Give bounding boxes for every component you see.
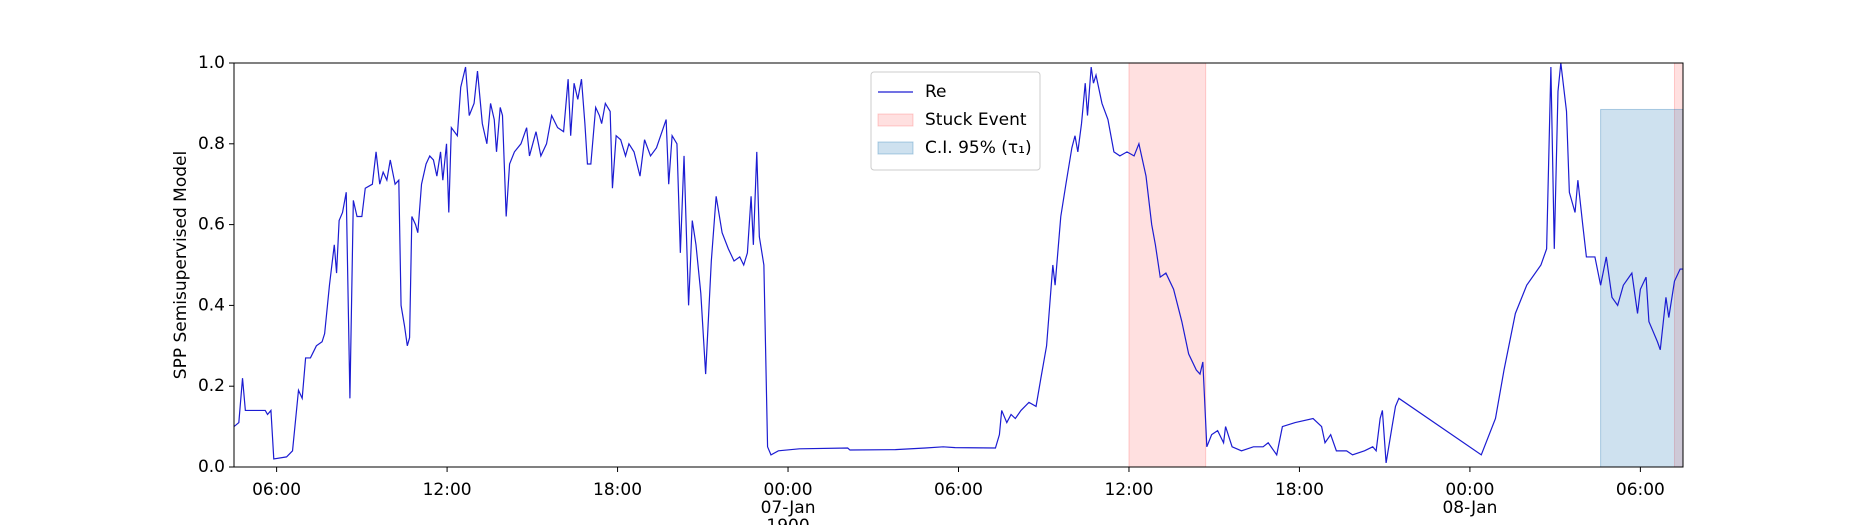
y-tick-label: 0.0 xyxy=(198,457,225,477)
legend-box xyxy=(870,71,1041,171)
x-tick-label: 06:00 xyxy=(934,480,983,500)
x-tick-label: 12:00 xyxy=(1104,480,1153,500)
x-tick-label: 18:00 xyxy=(1275,480,1324,500)
y-tick-label: 0.8 xyxy=(198,134,225,154)
y-axis-label: SPP Semisupervised Model xyxy=(171,151,191,379)
x-tick-label: 00:00 xyxy=(1445,480,1494,500)
x-tick-label: 06:00 xyxy=(1616,480,1665,500)
y-tick-label: 0.4 xyxy=(198,295,225,315)
legend: Re Stuck Event C.I. 95% (τ₁) xyxy=(870,71,1041,171)
y-tick-label: 0.6 xyxy=(198,215,225,235)
x-tick-label: 06:00 xyxy=(252,480,301,500)
y-tick-label: 1.0 xyxy=(198,53,225,73)
legend-label: C.I. 95% (τ₁) xyxy=(925,138,1032,158)
x-tick-label: 00:00 xyxy=(764,480,813,500)
x-tick-label: 08-Jan xyxy=(1442,498,1497,518)
legend-patch xyxy=(877,113,914,127)
shaded-region xyxy=(1128,62,1207,468)
x-tick-label: 18:00 xyxy=(593,480,642,500)
x-tick-label: 1900 xyxy=(766,516,809,525)
x-tick-label: 07-Jan xyxy=(761,498,816,518)
legend-patch xyxy=(877,141,914,155)
x-tick-label: 12:00 xyxy=(423,480,472,500)
line xyxy=(234,63,1683,464)
legend-label: Re xyxy=(925,82,947,102)
shaded-region xyxy=(1600,108,1684,468)
y-tick-label: 0.2 xyxy=(198,376,225,396)
legend-label: Stuck Event xyxy=(925,110,1027,130)
